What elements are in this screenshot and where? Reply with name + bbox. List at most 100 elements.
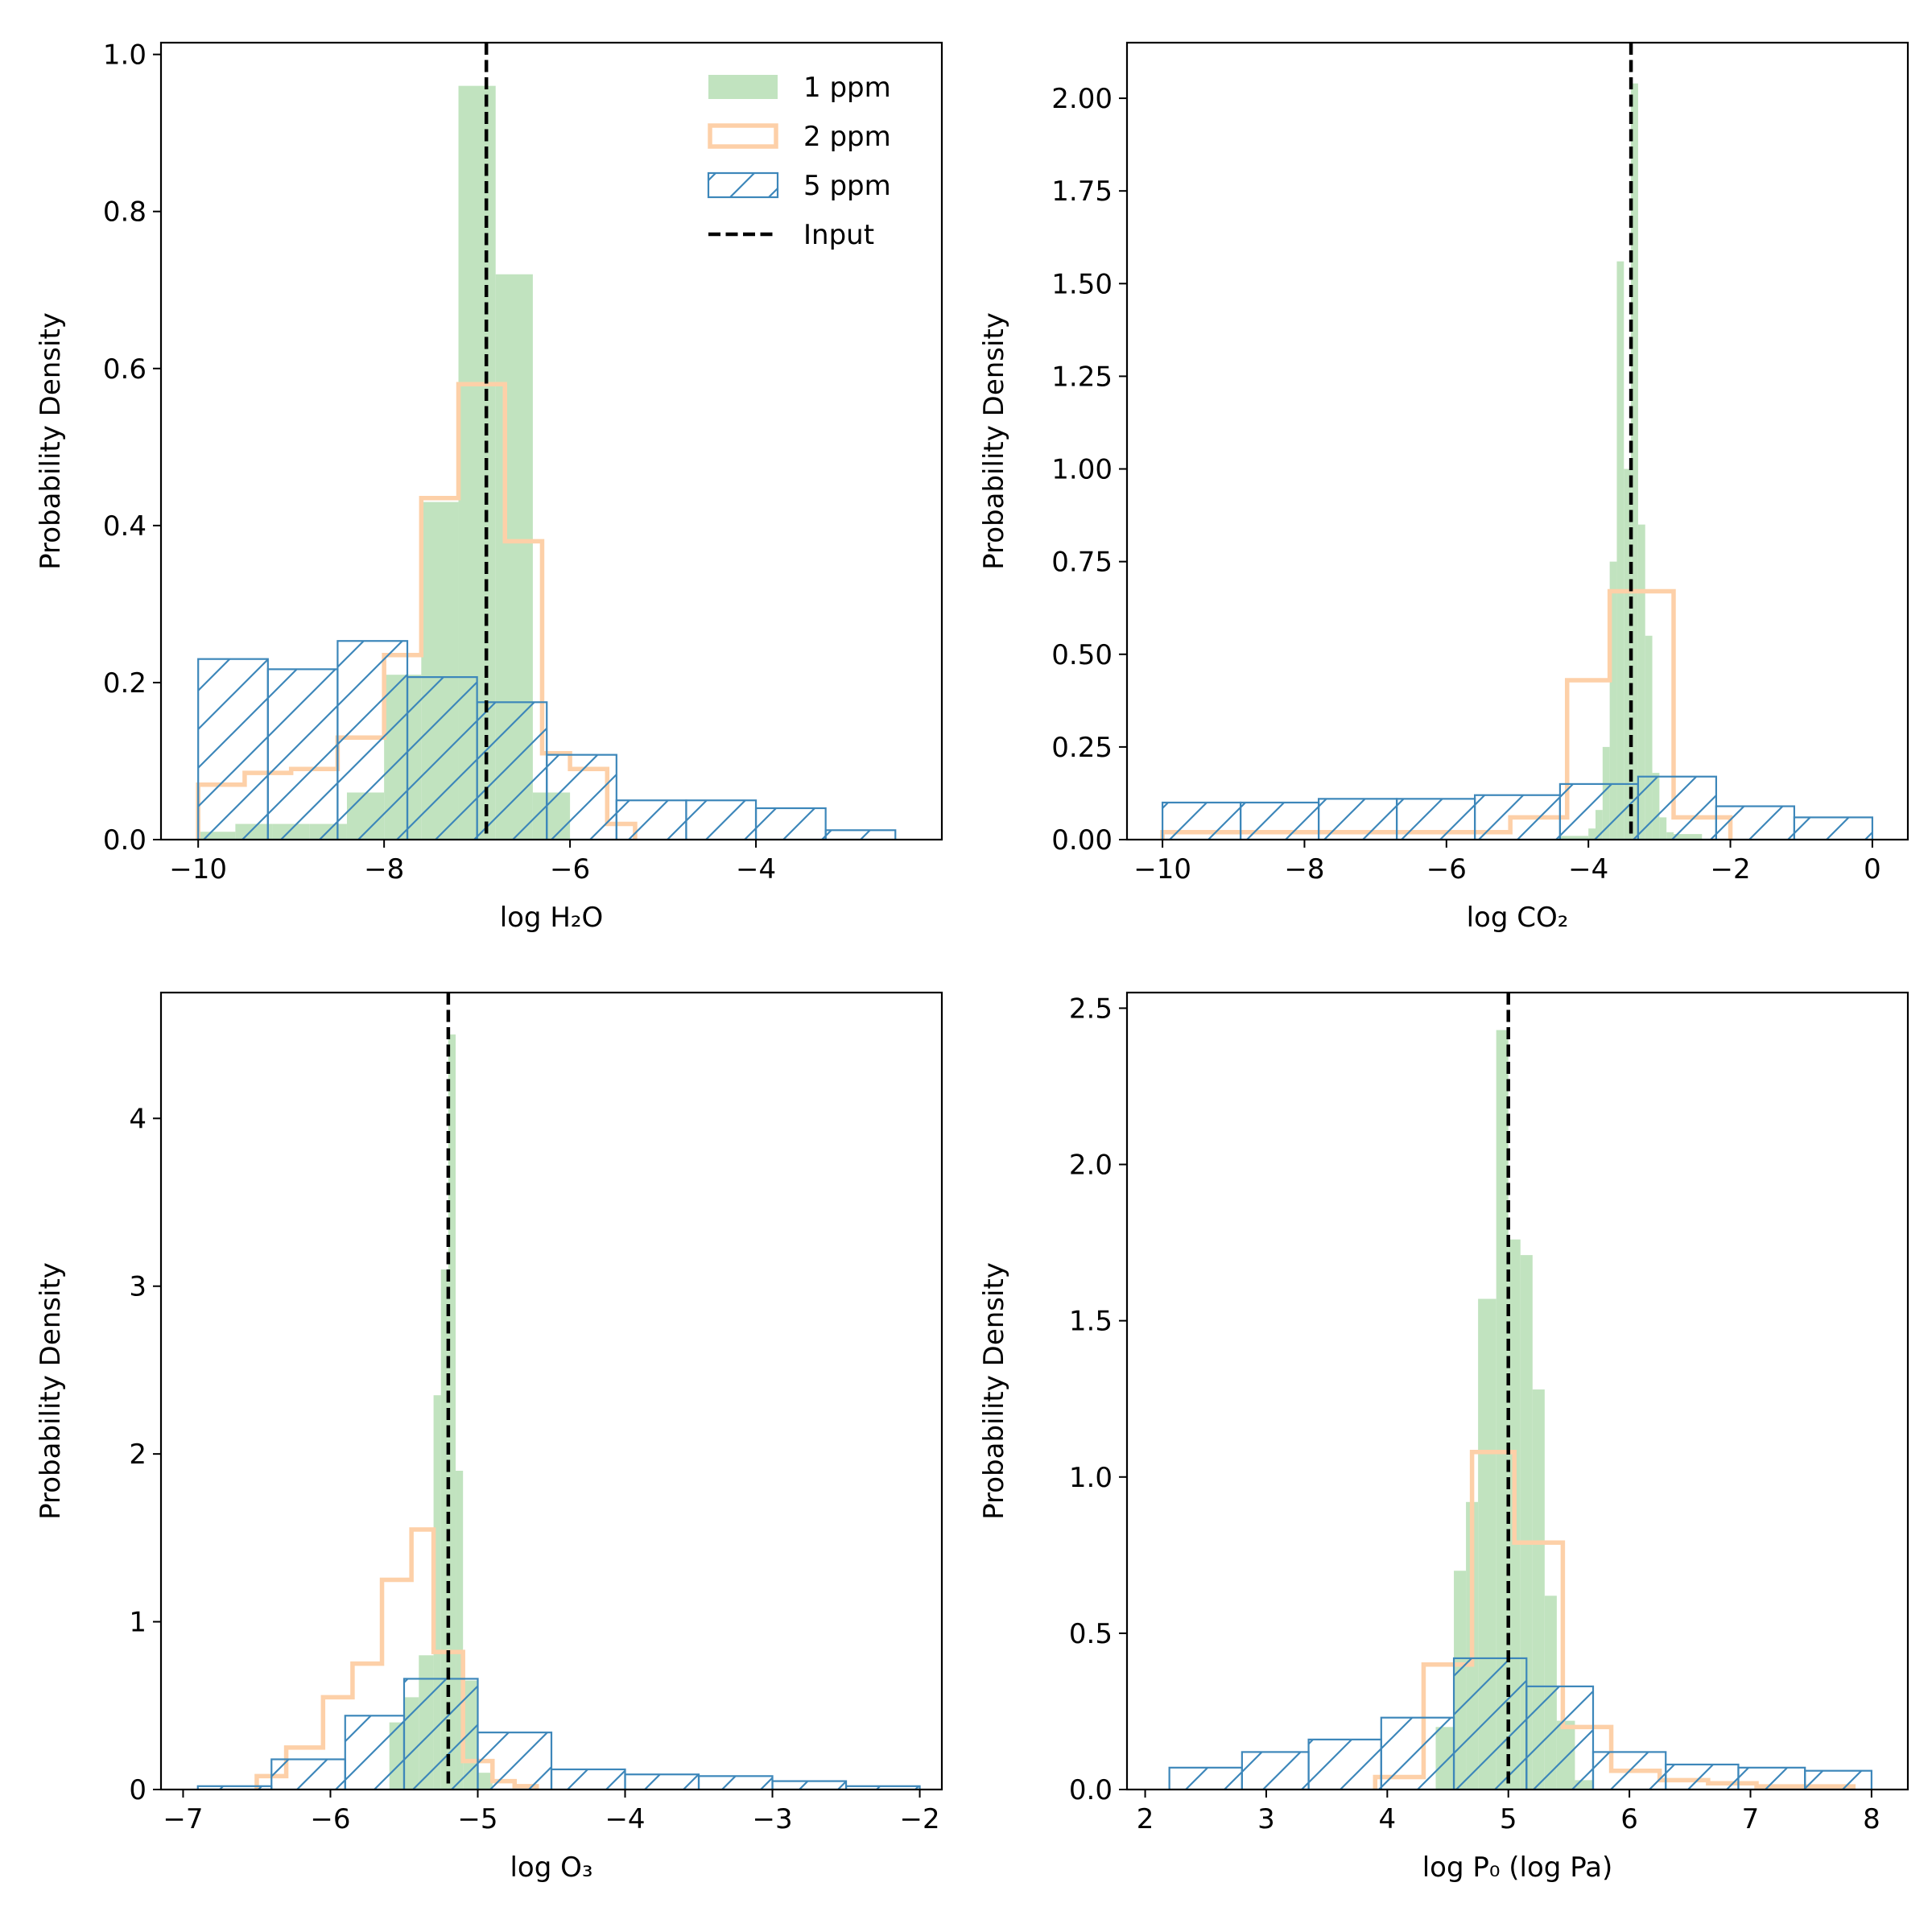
x-tick-label: 5 bbox=[1500, 1803, 1517, 1835]
y-tick-label: 0.6 bbox=[103, 353, 147, 386]
y-tick-label: 1.5 bbox=[1069, 1306, 1113, 1338]
y-tick-label: 0.50 bbox=[1051, 639, 1113, 671]
y-tick-label: 1.25 bbox=[1051, 361, 1113, 393]
x-tick-label: −6 bbox=[1426, 853, 1467, 886]
x-tick-label: −4 bbox=[605, 1803, 645, 1835]
x-tick-label: −10 bbox=[1133, 853, 1191, 886]
series-5ppm bbox=[197, 640, 897, 840]
y-tick-label: 1.0 bbox=[103, 39, 147, 72]
series-5ppm bbox=[1168, 1657, 1872, 1790]
legend-swatch-2ppm bbox=[708, 123, 778, 149]
axes-frame bbox=[159, 41, 943, 841]
bar-1ppm bbox=[1609, 561, 1617, 840]
y-axis-label: Probability Density bbox=[35, 312, 67, 570]
bar-5ppm bbox=[697, 1775, 774, 1790]
bar-5ppm bbox=[1307, 1738, 1382, 1790]
y-tick-label: 3 bbox=[129, 1271, 147, 1303]
bar-1ppm bbox=[1631, 83, 1638, 840]
x-tick-label: 7 bbox=[1742, 1803, 1760, 1835]
series-5ppm bbox=[1161, 775, 1874, 840]
y-tick-label: 0.4 bbox=[103, 510, 147, 543]
x-tick-label: −3 bbox=[752, 1803, 792, 1835]
y-axis-label: Probability Density bbox=[978, 1262, 1010, 1520]
x-tick-label: −8 bbox=[1284, 853, 1324, 886]
legend-swatch-1ppm bbox=[708, 75, 778, 99]
bar-5ppm bbox=[550, 1768, 626, 1790]
legend-label: Input bbox=[803, 219, 874, 251]
plot-area bbox=[196, 993, 921, 1790]
y-tick-label: 2.5 bbox=[1069, 993, 1113, 1025]
y-tick-label: 2 bbox=[129, 1439, 147, 1471]
bar-5ppm bbox=[477, 1732, 553, 1790]
y-tick-label: 0 bbox=[129, 1774, 147, 1806]
plot-area bbox=[1168, 993, 1872, 1790]
x-tick-label: 8 bbox=[1863, 1803, 1880, 1835]
y-tick-label: 0.2 bbox=[103, 667, 147, 700]
y-tick-label: 1.0 bbox=[1069, 1462, 1113, 1494]
legend-label: 5 ppm bbox=[803, 170, 891, 202]
bar-5ppm bbox=[1665, 1763, 1740, 1790]
axes-frame bbox=[1125, 41, 1909, 841]
y-tick-label: 1.75 bbox=[1051, 175, 1113, 208]
y-tick-label: 1.00 bbox=[1051, 454, 1113, 486]
x-tick-label: −8 bbox=[364, 853, 404, 886]
panels: −10 −8 −6 −4 0.0 0.2 0.4 0.6 0.8 1.0 log H₂O Probab… bbox=[35, 39, 1909, 1884]
x-tick-label: 0 bbox=[1864, 853, 1881, 886]
bar-5ppm bbox=[1558, 782, 1640, 840]
y-tick-label: 0.00 bbox=[1051, 824, 1113, 857]
y-tick-label: 0.0 bbox=[1069, 1774, 1113, 1806]
bar-1ppm bbox=[1645, 635, 1653, 840]
x-axis-label: log P₀ (log Pa) bbox=[1422, 1852, 1613, 1884]
x-tick-label: 3 bbox=[1257, 1803, 1275, 1835]
bar-5ppm bbox=[1241, 1751, 1310, 1790]
y-tick-label: 0.5 bbox=[1069, 1618, 1113, 1650]
bar-5ppm bbox=[1473, 794, 1562, 840]
bar-5ppm bbox=[402, 1678, 479, 1790]
bar-5ppm bbox=[406, 675, 478, 840]
bar-5ppm bbox=[771, 1780, 848, 1790]
bar-1ppm bbox=[1616, 261, 1624, 840]
y-axis-label: Probability Density bbox=[978, 312, 1010, 570]
x-tick-label: −6 bbox=[550, 853, 590, 886]
bar-5ppm bbox=[1525, 1685, 1595, 1790]
y-tick-label: 0.8 bbox=[103, 196, 147, 229]
x-tick-label: −4 bbox=[736, 853, 776, 886]
bar-5ppm bbox=[754, 807, 827, 840]
bar-1ppm bbox=[456, 1471, 464, 1790]
bar-5ppm bbox=[1591, 1751, 1667, 1790]
bar-5ppm bbox=[197, 658, 269, 840]
bar-5ppm bbox=[344, 1715, 406, 1790]
x-tick-label: −6 bbox=[310, 1803, 350, 1835]
y-tick-label: 2.00 bbox=[1051, 83, 1113, 115]
x-tick-label: −5 bbox=[457, 1803, 497, 1835]
bar-5ppm bbox=[476, 701, 548, 840]
plot-area bbox=[196, 43, 897, 840]
bar-5ppm bbox=[1793, 816, 1874, 840]
axes-frame bbox=[1125, 991, 1909, 1791]
bar-1ppm bbox=[1496, 1030, 1509, 1790]
subplot-1: −10 −8 −6 −4 0.0 0.2 0.4 0.6 0.8 1.0 log H₂O Probab… bbox=[35, 39, 943, 934]
y-tick-label: 0.25 bbox=[1051, 732, 1113, 764]
bar-5ppm bbox=[546, 753, 617, 840]
x-axis-label: log H₂O bbox=[500, 902, 604, 934]
series-1ppm bbox=[389, 1034, 493, 1790]
x-axis-label: log CO₂ bbox=[1467, 902, 1569, 934]
bar-5ppm bbox=[1317, 798, 1398, 840]
x-tick-label: −4 bbox=[1568, 853, 1608, 886]
y-tick-label: 0.75 bbox=[1051, 547, 1113, 579]
bar-1ppm bbox=[448, 1034, 456, 1790]
bar-5ppm bbox=[1737, 1766, 1806, 1790]
bar-5ppm bbox=[1452, 1657, 1528, 1790]
bar-1ppm bbox=[1624, 469, 1632, 840]
bar-5ppm bbox=[1168, 1766, 1243, 1790]
bar-5ppm bbox=[624, 1773, 700, 1790]
axes-frame bbox=[159, 991, 943, 1791]
bar-5ppm bbox=[270, 1758, 346, 1790]
y-tick-label: 1 bbox=[129, 1607, 147, 1639]
legend-label: 2 ppm bbox=[803, 121, 891, 153]
bar-1ppm bbox=[1520, 1255, 1533, 1790]
bar-5ppm bbox=[1380, 1716, 1455, 1790]
y-tick-label: 2.0 bbox=[1069, 1150, 1113, 1182]
subplot-4: 2 3 4 5 6 7 8 0.0 0.5 1.0 1.5 2.0 2.5 log P₀ (log Pa)… bbox=[978, 991, 1909, 1884]
